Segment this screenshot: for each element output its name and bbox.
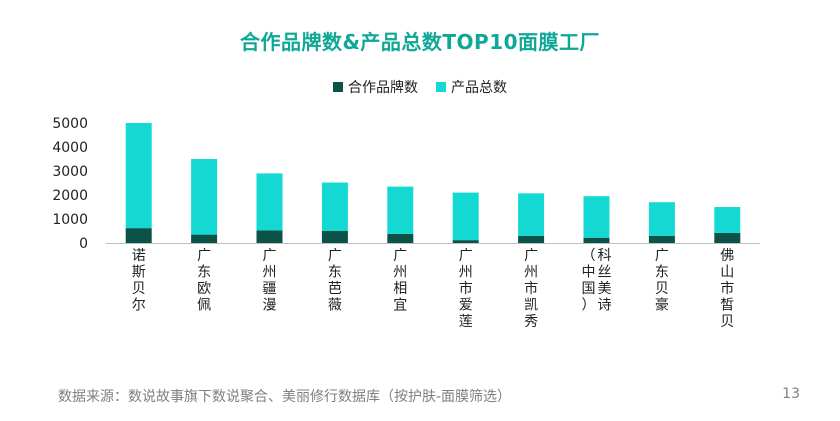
legend-item-brands: 合作品牌数 (333, 77, 418, 97)
bar-products (125, 123, 152, 229)
y-tick-label: 5000 (52, 116, 88, 132)
chart-title: 合作品牌数&产品总数TOP10面膜工厂 (239, 30, 601, 54)
legend-label-brands: 合作品牌数 (348, 80, 418, 96)
legend-swatch-brands (333, 82, 343, 92)
legend-item-products: 产品总数 (436, 77, 507, 97)
legend: 合作品牌数 产品总数 (0, 77, 840, 97)
bar-brands (125, 228, 152, 243)
bar-brands (191, 234, 218, 243)
bar-products (256, 173, 283, 231)
bar-brands (452, 240, 479, 243)
bar-products (321, 182, 348, 231)
legend-swatch-products (436, 82, 446, 92)
bar-brands (518, 235, 545, 243)
bar-brands (583, 237, 610, 243)
bar-chart: 0 1000 2000 3000 4000 5000 诺斯贝尔 广东欧佩 广州疆漫 广东芭薇 广州相… (52, 116, 760, 330)
x-tick-label: 佛山市皙贝 (720, 248, 734, 330)
x-tick-label: 诺斯贝尔 (132, 248, 146, 314)
bar-brands (321, 231, 348, 243)
bar-products (191, 159, 218, 235)
bar-products (452, 192, 479, 241)
bar-products (518, 193, 545, 236)
bar-products (714, 207, 741, 233)
x-tick-label: 广州市爱莲 (459, 248, 473, 330)
y-tick-label: 4000 (52, 140, 88, 156)
bar-brands (648, 235, 675, 243)
x-tick-label: 广东贝豪 (655, 248, 669, 314)
x-tick-label: （中国） (582, 248, 596, 314)
bar-products (387, 186, 414, 234)
bar-brands (387, 233, 414, 243)
bar-products (583, 196, 610, 238)
x-tick-label: 科丝美诗 (598, 248, 612, 314)
y-tick-label: 2000 (52, 188, 88, 204)
x-tick-label: 广州市凯秀 (524, 248, 538, 330)
y-tick-label: 3000 (52, 164, 88, 180)
x-tick-label: 广州相宜 (393, 248, 407, 314)
y-tick-label: 0 (79, 236, 88, 252)
bar-brands (714, 232, 741, 243)
x-tick-label: 广州疆漫 (263, 248, 277, 314)
bar-products (648, 202, 675, 236)
source-note: 数据来源：数说故事旗下数说聚合、美丽修行数据库（按护肤-面膜筛选） (58, 389, 512, 405)
x-tick-label: 广东欧佩 (197, 248, 211, 314)
bar-brands (256, 230, 283, 243)
y-tick-label: 1000 (52, 212, 88, 228)
x-tick-label: 广东芭薇 (328, 248, 342, 314)
page-number: 13 (782, 386, 800, 402)
legend-label-products: 产品总数 (451, 80, 507, 96)
